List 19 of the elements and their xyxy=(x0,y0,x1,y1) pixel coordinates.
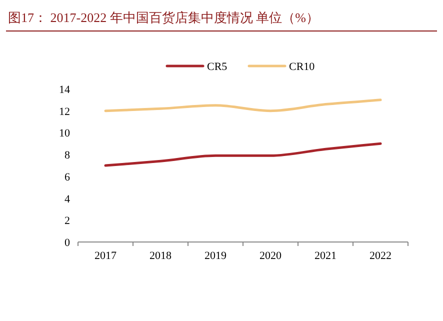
x-tick-label: 2020 xyxy=(260,250,282,262)
x-tick-label: 2017 xyxy=(94,250,117,262)
y-tick-label: 8 xyxy=(64,150,70,162)
x-tick-label: 2022 xyxy=(370,250,392,262)
legend-label: CR10 xyxy=(289,61,316,73)
legend-label: CR5 xyxy=(207,61,228,73)
y-tick-label: 4 xyxy=(64,193,70,206)
line-series xyxy=(104,142,382,167)
y-tick-label: 14 xyxy=(59,84,70,96)
y-tick-label: 0 xyxy=(64,237,70,249)
line-series xyxy=(104,98,382,112)
x-tick-label: 2021 xyxy=(314,250,336,262)
y-tick-label: 12 xyxy=(59,106,70,118)
y-tick-label: 2 xyxy=(64,215,70,228)
y-tick-label: 10 xyxy=(59,128,70,140)
chart-title: 图17： 2017-2022 年中国百货店集中度情况 单位（%） xyxy=(8,10,319,25)
x-tick-label: 2019 xyxy=(204,250,227,262)
y-tick-label: 6 xyxy=(64,171,70,184)
x-tick-label: 2018 xyxy=(150,250,172,262)
